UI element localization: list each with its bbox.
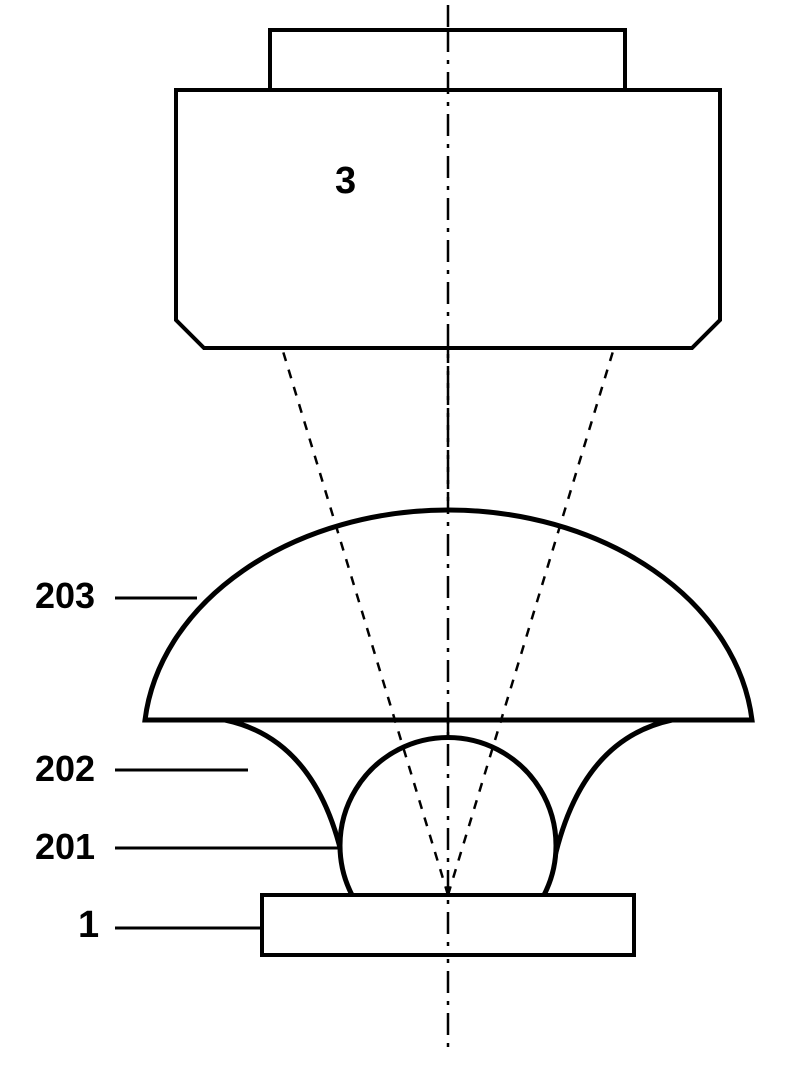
neck-right-202 bbox=[552, 720, 672, 870]
label-3: 3 bbox=[335, 160, 356, 203]
technical-diagram: 3 203 202 201 1 bbox=[0, 0, 785, 1078]
label-202: 202 bbox=[35, 748, 95, 790]
label-203: 203 bbox=[35, 575, 95, 617]
label-1: 1 bbox=[78, 904, 99, 947]
label-201: 201 bbox=[35, 826, 95, 868]
diagram-svg bbox=[0, 0, 785, 1078]
